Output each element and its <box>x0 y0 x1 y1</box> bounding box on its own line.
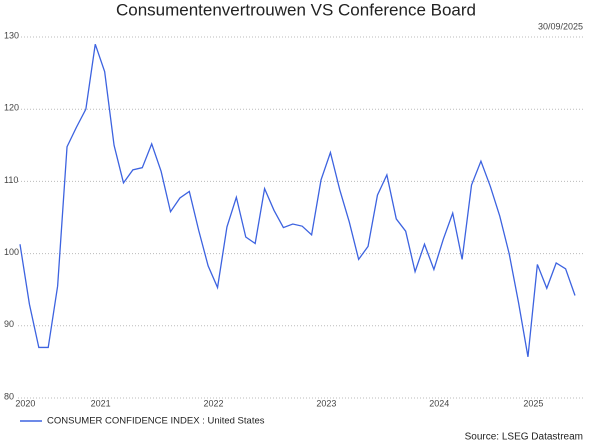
y-tick-label: 120 <box>4 103 19 113</box>
y-tick-label: 80 <box>4 391 14 401</box>
y-tick-label: 90 <box>4 319 14 329</box>
chart-title: Consumentenvertrouwen VS Conference Boar… <box>116 0 476 19</box>
x-tick-label: 2024 <box>429 398 449 408</box>
x-tick-label: 2021 <box>91 398 111 408</box>
x-tick-label: 2022 <box>204 398 224 408</box>
x-tick-label: 2025 <box>523 398 543 408</box>
date-label: 30/09/2025 <box>538 21 583 31</box>
source-label: Source: LSEG Datastream <box>465 432 583 441</box>
data-line <box>19 44 576 357</box>
x-tick-label: 2020 <box>15 398 35 408</box>
legend-label: CONSUMER CONFIDENCE INDEX : United State… <box>47 416 265 427</box>
y-tick-label: 110 <box>4 175 18 185</box>
y-tick-label: 100 <box>4 247 19 257</box>
x-tick-label: 2023 <box>316 398 336 408</box>
y-tick-label: 130 <box>4 30 19 40</box>
